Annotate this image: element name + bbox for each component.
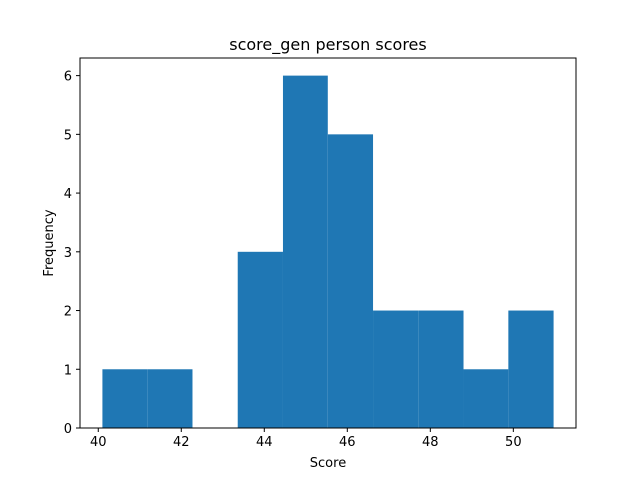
histogram-bar-5 xyxy=(327,134,374,428)
y-tick-label-0: 0 xyxy=(64,422,72,437)
bars-group xyxy=(102,75,554,428)
histogram-bar-6 xyxy=(373,310,419,428)
x-ticks-group: 40 42 44 46 48 50 xyxy=(90,428,522,450)
x-axis-label: Score xyxy=(310,456,346,471)
histogram-bar-4 xyxy=(282,75,328,428)
histogram-bar-1 xyxy=(147,369,193,428)
histogram-bar-7 xyxy=(418,310,464,428)
y-ticks-group: 0 1 2 3 4 5 6 xyxy=(64,70,80,437)
x-tick-label-1: 42 xyxy=(173,435,190,450)
histogram-bar-8 xyxy=(463,369,509,428)
chart-title: score_gen person scores xyxy=(229,35,426,55)
x-tick-label-0: 40 xyxy=(90,435,107,450)
histogram-bar-9 xyxy=(508,310,554,428)
histogram-bar-3 xyxy=(237,251,283,428)
y-tick-label-4: 4 xyxy=(64,187,72,202)
x-tick-label-3: 46 xyxy=(339,435,356,450)
y-tick-label-1: 1 xyxy=(64,363,72,378)
x-tick-label-4: 48 xyxy=(422,435,439,450)
x-tick-label-5: 50 xyxy=(505,435,522,450)
y-tick-label-6: 6 xyxy=(64,70,72,85)
histogram-bar-0 xyxy=(102,369,148,428)
plot-area-frame xyxy=(79,57,577,429)
y-tick-label-5: 5 xyxy=(64,128,72,143)
y-tick-label-2: 2 xyxy=(64,305,72,320)
x-tick-label-2: 44 xyxy=(256,435,273,450)
y-axis-label: Frequency xyxy=(42,209,57,276)
y-tick-label-3: 3 xyxy=(64,246,72,261)
